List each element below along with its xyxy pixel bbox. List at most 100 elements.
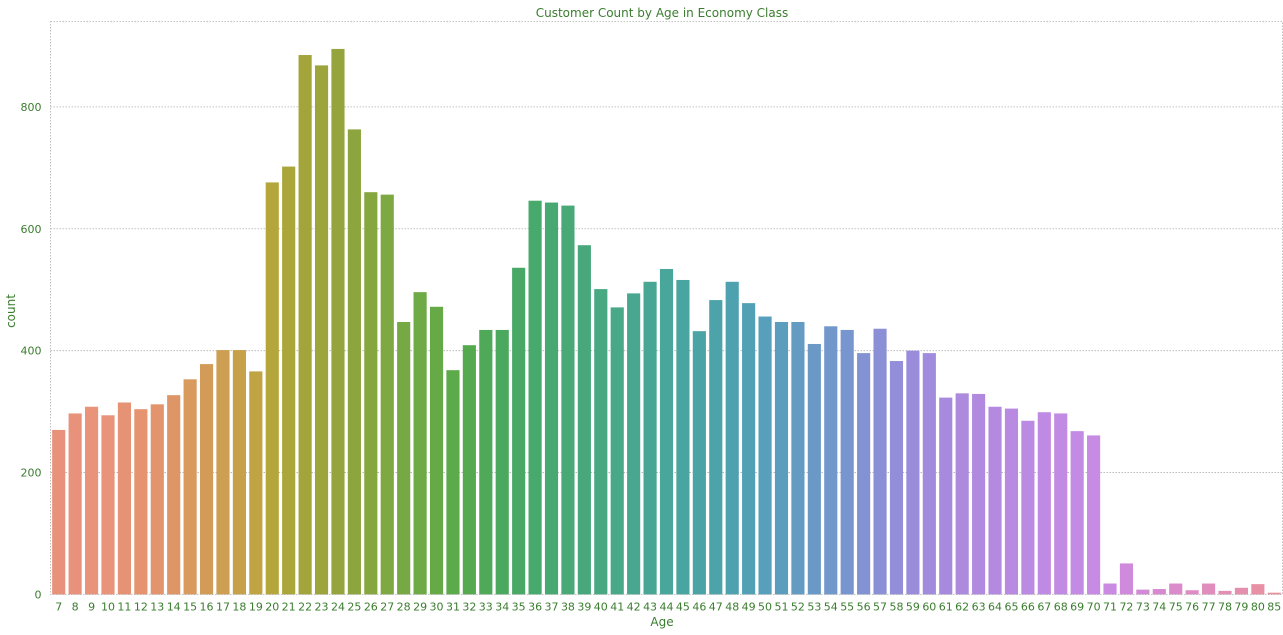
x-tick-label: 67: [1037, 601, 1051, 614]
bar-age-7: [52, 429, 66, 595]
bar-age-77: [1202, 583, 1216, 595]
x-tick-label: 14: [167, 601, 181, 614]
bar-age-17: [216, 350, 230, 595]
bar-age-73: [1136, 589, 1150, 595]
bar-age-8: [68, 413, 82, 595]
x-tick-label: 85: [1267, 601, 1281, 614]
bar-age-19: [249, 371, 263, 595]
x-tick-label: 32: [462, 601, 476, 614]
bar-age-53: [807, 343, 821, 595]
x-tick-label: 59: [906, 601, 920, 614]
x-tick-label: 7: [55, 601, 62, 614]
y-tick-labels: 0 200 400 600 800: [21, 101, 42, 602]
x-tick-label: 56: [857, 601, 871, 614]
x-axis-label: Age: [650, 615, 673, 629]
bar-age-63: [972, 393, 986, 595]
bar-age-65: [1004, 408, 1019, 595]
bar-age-72: [1119, 563, 1134, 595]
bar-age-22: [298, 55, 312, 595]
x-tick-label: 29: [413, 601, 427, 614]
bar-age-41: [610, 307, 624, 595]
bar-age-50: [758, 316, 772, 595]
x-tick-label: 25: [347, 601, 361, 614]
x-tick-label: 70: [1087, 601, 1101, 614]
bar-age-38: [561, 205, 575, 595]
bar-age-56: [857, 353, 871, 595]
x-tick-label: 60: [922, 601, 936, 614]
x-tick-label: 23: [315, 601, 329, 614]
x-tick-label: 19: [249, 601, 263, 614]
x-tick-label: 38: [561, 601, 575, 614]
bar-age-61: [939, 397, 953, 595]
bar-age-42: [627, 293, 641, 595]
x-tick-label: 43: [643, 601, 657, 614]
x-tick-label: 40: [594, 601, 608, 614]
x-tick-label: 45: [676, 601, 690, 614]
bar-age-36: [528, 200, 542, 595]
chart-title: Customer Count by Age in Economy Class: [536, 6, 789, 20]
x-tick-label: 22: [298, 601, 312, 614]
y-axis-label: count: [4, 294, 18, 328]
bar-age-58: [889, 361, 904, 595]
x-tick-label: 8: [72, 601, 79, 614]
x-tick-label: 76: [1185, 601, 1199, 614]
x-tick-label: 65: [1004, 601, 1018, 614]
bar-age-54: [824, 326, 838, 595]
bar-age-43: [643, 281, 657, 595]
x-tick-label: 12: [134, 601, 148, 614]
x-tick-label: 49: [742, 601, 756, 614]
bars: [52, 48, 1281, 595]
x-tick-label: 30: [430, 601, 444, 614]
bar-age-75: [1169, 583, 1183, 595]
bar-age-74: [1152, 589, 1166, 595]
x-tick-label: 58: [889, 601, 903, 614]
bar-age-85: [1267, 592, 1281, 595]
bar-age-25: [347, 129, 361, 595]
bar-age-23: [314, 65, 329, 595]
x-tick-label: 69: [1070, 601, 1084, 614]
x-tick-label: 13: [150, 601, 164, 614]
x-tick-label: 20: [265, 601, 279, 614]
x-tick-label: 80: [1251, 601, 1265, 614]
bar-age-39: [577, 245, 591, 595]
bar-age-45: [676, 279, 690, 595]
bar-age-80: [1251, 584, 1265, 595]
x-tick-label: 33: [479, 601, 493, 614]
x-tick-label: 63: [972, 601, 986, 614]
x-tick-label: 57: [873, 601, 887, 614]
x-tick-label: 68: [1054, 601, 1068, 614]
bar-age-70: [1087, 435, 1101, 595]
bar-age-79: [1234, 587, 1249, 595]
x-tick-labels: 7 8 9 10 11 12 13 14 15 16 17 18 19 20 21 22 23 24 25 26 27 2…: [55, 601, 1281, 614]
x-tick-label: 71: [1103, 601, 1117, 614]
bar-age-10: [101, 415, 115, 595]
bar-age-68: [1054, 413, 1068, 595]
bar-age-28: [397, 322, 411, 595]
x-tick-label: 34: [495, 601, 509, 614]
bar-age-12: [134, 409, 148, 595]
bar-age-15: [183, 379, 197, 595]
x-tick-label: 77: [1202, 601, 1216, 614]
bar-age-62: [955, 393, 969, 595]
x-tick-label: 9: [88, 601, 95, 614]
bar-age-34: [495, 329, 509, 595]
bar-age-16: [199, 364, 214, 595]
bar-age-21: [282, 166, 296, 595]
x-tick-label: 50: [758, 601, 772, 614]
bar-age-13: [150, 404, 164, 595]
bar-age-64: [988, 406, 1002, 595]
bar-age-27: [380, 194, 394, 595]
x-tick-label: 46: [692, 601, 706, 614]
bar-age-9: [84, 406, 99, 595]
bar-age-30: [429, 306, 444, 595]
x-tick-label: 17: [216, 601, 230, 614]
bar-age-55: [840, 329, 854, 595]
bar-age-59: [906, 350, 920, 595]
bar-age-29: [413, 292, 427, 595]
y-tick-label: 200: [21, 467, 42, 480]
x-tick-label: 74: [1152, 601, 1166, 614]
bar-age-57: [873, 328, 887, 595]
x-tick-label: 73: [1136, 601, 1150, 614]
bar-age-67: [1037, 412, 1051, 595]
x-tick-label: 24: [331, 601, 345, 614]
